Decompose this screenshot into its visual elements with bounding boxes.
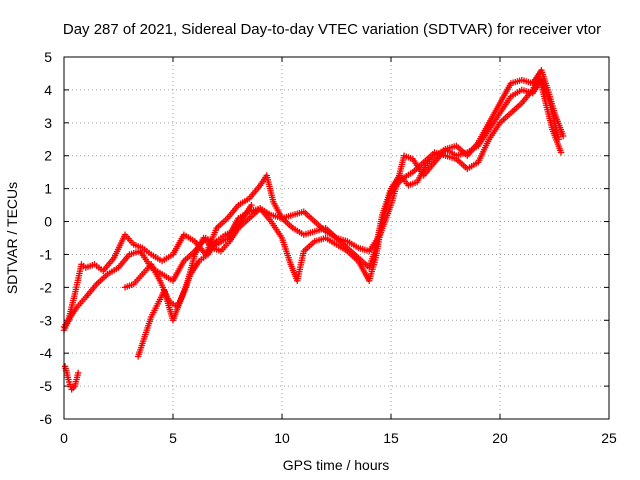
data-point bbox=[555, 136, 563, 143]
y-tick-label: 2 bbox=[44, 148, 52, 164]
data-point bbox=[560, 132, 567, 140]
y-tick-label: -4 bbox=[40, 345, 53, 361]
x-tick-label: 15 bbox=[383, 430, 399, 446]
y-tick-label: 5 bbox=[44, 49, 52, 65]
data-points bbox=[60, 66, 567, 393]
y-tick-label: -5 bbox=[40, 378, 53, 394]
y-tick-label: 0 bbox=[44, 214, 52, 230]
x-tick-label: 0 bbox=[60, 430, 68, 446]
x-tick-label: 5 bbox=[169, 430, 177, 446]
chart-title: Day 287 of 2021, Sidereal Day-to-day VTE… bbox=[63, 21, 601, 38]
data-point bbox=[248, 201, 255, 209]
x-axis-label: GPS time / hours bbox=[283, 457, 390, 473]
y-tick-label: -3 bbox=[40, 312, 53, 328]
y-axis-label: SDTVAR / TECUs bbox=[4, 182, 20, 294]
y-tick-label: 4 bbox=[44, 82, 52, 98]
data-point bbox=[557, 149, 565, 156]
y-tick-label: -2 bbox=[40, 279, 53, 295]
x-tick-label: 10 bbox=[274, 430, 290, 446]
x-tick-label: 25 bbox=[601, 430, 617, 446]
x-tick-label: 20 bbox=[492, 430, 508, 446]
plot-frame bbox=[63, 56, 610, 420]
data-point bbox=[74, 369, 82, 377]
y-tick-label: 1 bbox=[44, 181, 52, 197]
y-tick-label: -1 bbox=[40, 246, 53, 262]
y-tick-label: 3 bbox=[44, 115, 52, 131]
y-tick-label: -6 bbox=[40, 411, 53, 427]
